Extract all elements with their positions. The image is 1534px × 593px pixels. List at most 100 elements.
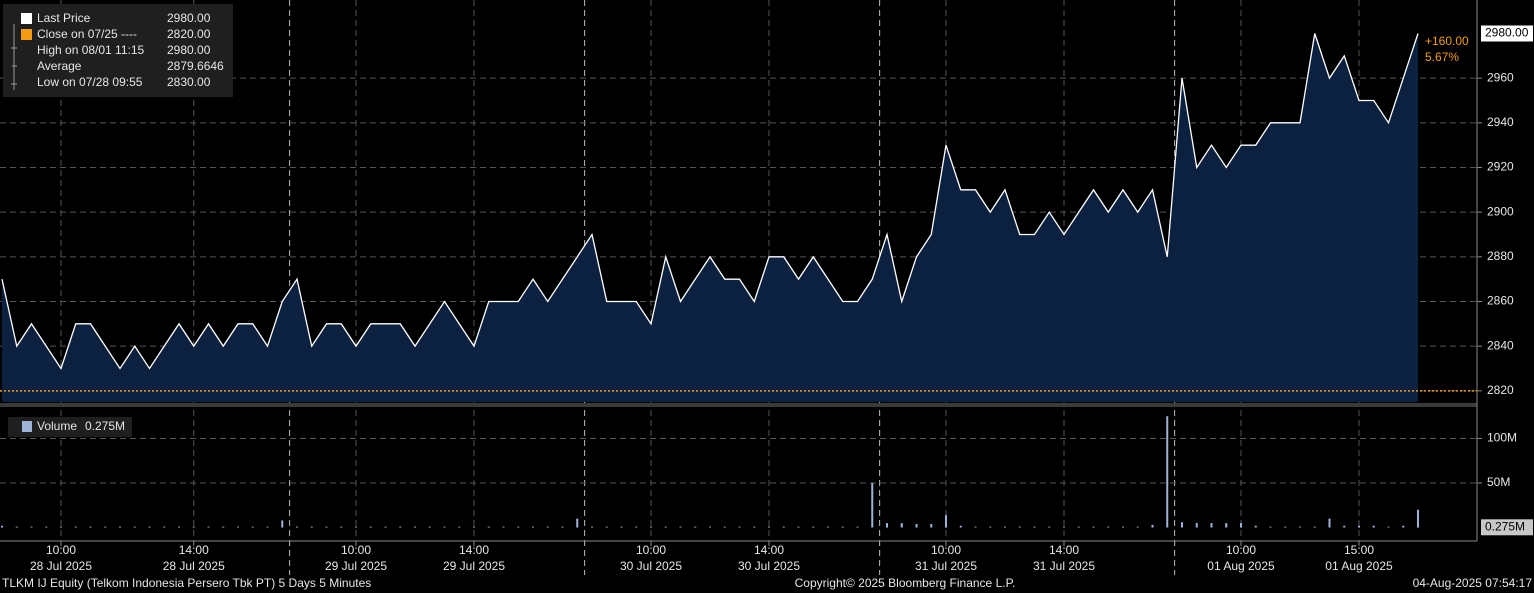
last-value-box — [1481, 519, 1533, 536]
volume-bar — [89, 526, 92, 528]
legend: Last Price 2980.00 Close on 07/25 ---- 2… — [3, 4, 233, 97]
legend-swatch — [22, 421, 32, 432]
volume-bar — [45, 526, 48, 528]
volume-bar — [30, 526, 33, 528]
x-tick-date: 01 Aug 2025 — [1207, 559, 1275, 573]
volume-bar — [222, 526, 225, 528]
price-area — [2, 33, 1418, 402]
volume-bar — [1166, 416, 1169, 528]
volume-bar — [1077, 526, 1080, 528]
legend-label: Last Price — [37, 11, 91, 25]
volume-bar — [192, 526, 195, 528]
volume-bar — [443, 526, 446, 528]
x-tick-label: 14:00 — [459, 543, 489, 557]
volume-bar — [930, 523, 933, 528]
volume-bar — [266, 526, 269, 528]
volume-bar — [1033, 526, 1036, 528]
y-tick-label: 100M — [1487, 431, 1517, 445]
volume-bar — [428, 526, 431, 528]
x-tick-label: 10:00 — [1226, 543, 1256, 557]
x-tick-label: 10:00 — [636, 543, 666, 557]
volume-bar — [1195, 523, 1198, 528]
volume-legend: Volume 0.275M — [8, 417, 132, 437]
volume-bar — [119, 526, 121, 528]
x-tick-label: 10:00 — [341, 543, 371, 557]
volume-bar — [1048, 526, 1051, 528]
legend-value: 0.275M — [85, 419, 125, 433]
x-tick-date: 31 Jul 2025 — [915, 559, 977, 573]
change: +160.00 — [1425, 34, 1469, 48]
footer-center: Copyright© 2025 Bloomberg Finance L.P. — [795, 576, 1016, 590]
volume-bar — [886, 523, 888, 528]
volume-bar — [723, 526, 726, 528]
volume-bar — [620, 526, 623, 528]
volume-bar — [1254, 525, 1257, 528]
volume-bar — [945, 515, 947, 528]
y-tick-label: 2860 — [1487, 294, 1514, 308]
legend-label: Close on 07/25 ---- — [37, 27, 137, 41]
x-tick-date: 01 Aug 2025 — [1325, 559, 1393, 573]
legend-swatch — [21, 29, 32, 40]
last-value-label: 0.275M — [1485, 519, 1525, 533]
volume-bar — [355, 526, 357, 528]
volume-bar — [709, 526, 711, 528]
y-tick-label: 2920 — [1487, 160, 1514, 174]
volume-bar — [1004, 526, 1006, 528]
y-tick-label: 2960 — [1487, 70, 1514, 84]
volume-bar — [133, 526, 136, 528]
volume-bar — [782, 526, 785, 528]
y-tick-label: 2880 — [1487, 249, 1514, 263]
change-pct: 5.67% — [1425, 50, 1459, 64]
x-tick-date: 28 Jul 2025 — [30, 559, 92, 573]
volume-bar — [959, 525, 962, 528]
volume-bar — [650, 526, 652, 528]
legend-swatch — [21, 13, 32, 24]
volume-bar — [1269, 526, 1272, 528]
x-tick-date: 29 Jul 2025 — [325, 559, 387, 573]
volume-bar — [797, 526, 800, 528]
volume-bar — [1372, 525, 1375, 528]
volume-bar — [148, 526, 151, 528]
volume-bar — [827, 526, 829, 528]
volume-bar — [340, 526, 343, 528]
footer-left: TLKM IJ Equity (Telkom Indonesia Persero… — [2, 576, 371, 590]
x-tick-date: 31 Jul 2025 — [1033, 559, 1095, 573]
volume-bar — [532, 526, 534, 528]
x-tick-date: 29 Jul 2025 — [443, 559, 505, 573]
legend-label: Volume — [37, 419, 77, 433]
volume-bar — [679, 526, 682, 528]
volume-bar — [1210, 523, 1213, 528]
volume-bar — [60, 526, 62, 528]
volume-bar — [1122, 526, 1124, 528]
x-tick-label: 15:00 — [1344, 543, 1374, 557]
plot-layer — [0, 0, 1477, 575]
volume-bar — [15, 526, 18, 528]
volume-bar — [1358, 525, 1360, 528]
volume-bar — [664, 526, 667, 528]
volume-bar — [1240, 523, 1242, 528]
volume-bar — [1284, 526, 1287, 528]
volume-bar — [296, 526, 298, 528]
volume-bar — [546, 526, 549, 528]
legend-box — [8, 417, 132, 437]
legend-box — [3, 4, 233, 97]
x-tick-label: 14:00 — [1049, 543, 1079, 557]
volume-bar — [1417, 509, 1419, 528]
price-line — [1, 33, 1419, 370]
volume-bar — [1299, 526, 1301, 528]
volume-bar — [768, 526, 770, 528]
volume-bar — [1343, 525, 1346, 528]
volume-bar — [591, 526, 593, 528]
volume-bar — [414, 526, 416, 528]
legend-value: 2980.00 — [167, 43, 211, 57]
legend-value: 2879.6646 — [167, 59, 224, 73]
volume-bar — [1063, 526, 1065, 528]
legend-value: 2820.00 — [167, 27, 211, 41]
legend-label: High on 08/01 11:15 — [37, 43, 145, 57]
volume-bar — [605, 526, 608, 528]
x-tick-date: 28 Jul 2025 — [163, 559, 225, 573]
volume-bar — [384, 526, 387, 528]
volume-bar — [856, 526, 859, 528]
y-tick-label: 2940 — [1487, 115, 1514, 129]
